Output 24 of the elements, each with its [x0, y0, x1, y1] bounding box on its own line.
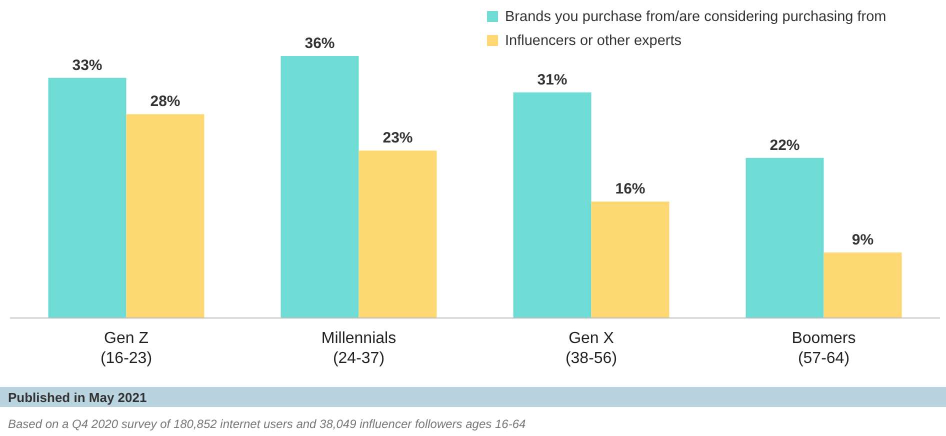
bar — [824, 252, 902, 318]
x-tick-label: Gen Z (16-23) — [100, 330, 152, 367]
x-tick-label: Gen X (38-56) — [565, 330, 618, 367]
bar — [746, 158, 824, 318]
data-label: 36% — [304, 35, 335, 52]
data-label: 16% — [615, 180, 646, 198]
text: Published in May 2021 — [8, 390, 147, 405]
text: Based on a Q4 2020 survey of 180,852 internet users and 38,049 influencer followers ages 16-64 — [8, 417, 526, 431]
data-label: 31% — [537, 71, 568, 88]
bar — [126, 114, 204, 318]
legend-label: Brands you purchase from/are considering purchasing from — [505, 9, 886, 25]
data-label: 23% — [382, 130, 413, 147]
x-tick-label: Boomers (57-64) — [792, 330, 856, 367]
bar — [358, 150, 437, 318]
legend-label: Influencers or other experts — [505, 33, 682, 49]
data-label: 9% — [852, 232, 874, 248]
bar — [591, 202, 670, 318]
bar — [280, 56, 359, 318]
bar — [513, 92, 592, 318]
bar — [48, 78, 126, 318]
data-label: 33% — [72, 56, 102, 74]
data-label: 22% — [770, 136, 800, 154]
x-tick-label: Millennials (24-37) — [321, 330, 396, 367]
data-label: 28% — [150, 93, 180, 110]
